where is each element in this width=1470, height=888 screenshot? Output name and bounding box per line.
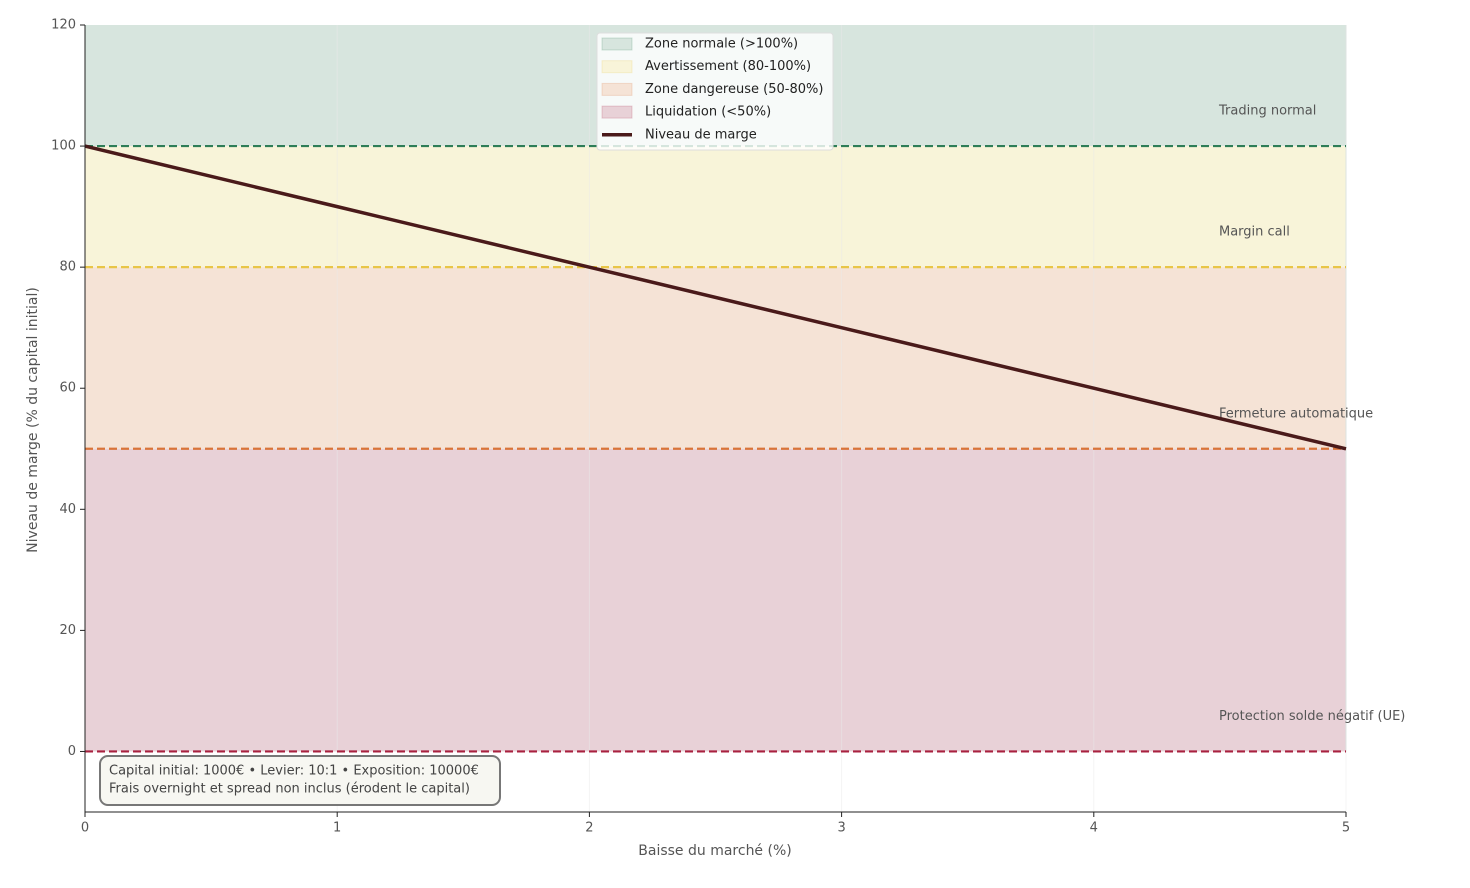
legend-label: Avertissement (80-100%) — [645, 59, 811, 74]
zone-annotation: Margin call — [1219, 225, 1290, 240]
legend-label: Zone dangereuse (50-80%) — [645, 82, 823, 97]
data-line — [84, 144, 1347, 451]
legend-swatch — [601, 37, 633, 51]
legend-label: Zone normale (>100%) — [645, 37, 798, 52]
zone-annotation: Trading normal — [1218, 104, 1316, 119]
legend-label: Niveau de marge — [645, 127, 757, 142]
x-tick-label: 4 — [1090, 821, 1098, 836]
x-tick-label: 1 — [333, 821, 341, 836]
legend-swatch — [601, 60, 633, 74]
zone-band — [85, 146, 1346, 268]
x-tick-label: 0 — [81, 821, 89, 836]
y-tick-label: 0 — [68, 744, 76, 759]
zone-band — [85, 267, 1346, 449]
y-axis-label: Niveau de marge (% du capital initial) — [25, 287, 41, 553]
info-box — [99, 755, 501, 806]
y-tick-label: 40 — [59, 502, 76, 517]
zone-annotation: Fermeture automatique — [1219, 406, 1373, 421]
x-tick-label: 5 — [1342, 821, 1350, 836]
y-tick-label: 60 — [59, 381, 76, 396]
x-tick-label: 3 — [837, 821, 845, 836]
info-text: Capital initial: 1000€ • Levier: 10:1 • … — [109, 764, 479, 779]
x-tick-label: 2 — [585, 821, 593, 836]
info-text: Frais overnight et spread non inclus (ér… — [109, 782, 470, 797]
zone-band — [85, 448, 1346, 752]
y-tick-label: 80 — [59, 260, 76, 275]
legend: Zone normale (>100%) Avertissement (80-10… — [596, 32, 834, 151]
legend-swatch — [601, 82, 633, 96]
y-tick-label: 20 — [59, 623, 76, 638]
legend-frame — [596, 32, 834, 151]
legend-label: Liquidation (<50%) — [645, 105, 771, 120]
zone-annotation: Protection solde négatif (UE) — [1219, 709, 1405, 724]
x-axis-label: Baisse du marché (%) — [638, 843, 791, 859]
y-tick-label: 120 — [51, 18, 76, 33]
y-tick-label: 100 — [51, 139, 76, 154]
legend-swatch — [601, 105, 633, 119]
